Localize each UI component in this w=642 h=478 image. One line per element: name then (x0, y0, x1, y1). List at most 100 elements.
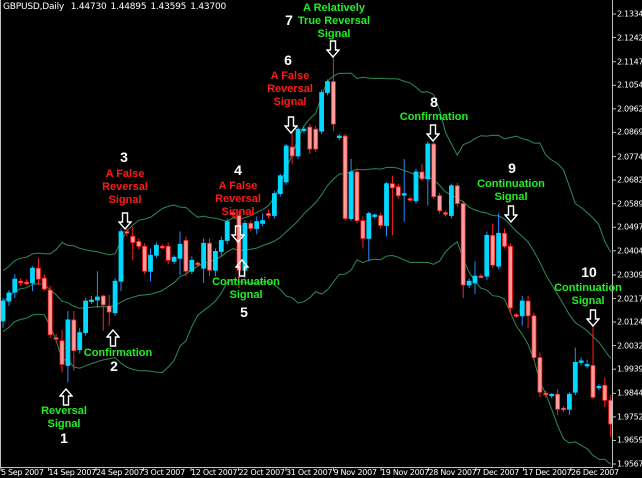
bear-candle (460, 200, 466, 299)
candle-body (413, 171, 419, 202)
time-tick-label: 31 Oct 2007 (286, 468, 333, 477)
candle-body (584, 364, 590, 367)
bull-candle (65, 310, 71, 383)
candle-body (130, 235, 136, 243)
bull-candle (277, 173, 283, 197)
candle-body (65, 319, 71, 366)
candle-body (260, 220, 266, 224)
bull-candle (89, 295, 94, 304)
annotation-line: Signal (571, 295, 605, 307)
candle-body (342, 135, 348, 219)
bear-candle (378, 212, 384, 229)
bear-candle (106, 294, 112, 326)
price-tick-label: 1.98445 (617, 388, 642, 398)
bear-candle (354, 168, 360, 224)
candle-body (590, 365, 596, 398)
bull-candle (6, 290, 12, 306)
time-tick-label: 17 Dec 2007 (523, 468, 572, 477)
annotation-line: A False (270, 70, 310, 82)
candle-body (378, 215, 384, 226)
candle-body (295, 128, 301, 157)
annotation-line: Confirmation (399, 111, 469, 123)
bull-candle (153, 242, 159, 259)
price-tick-label: 2.08695 (617, 127, 642, 137)
price-tick-label: 2.12420 (617, 33, 642, 43)
candle-body (136, 241, 142, 247)
candle-body (18, 280, 24, 284)
bear-candle (395, 183, 401, 199)
candles (0, 57, 614, 438)
annotation-line: Signal (47, 418, 81, 430)
candle-body (537, 357, 543, 393)
annotation-line: Continuation (554, 282, 622, 294)
bull-candle (496, 213, 502, 270)
lower-band (2, 240, 612, 465)
candle-body (53, 337, 59, 340)
bull-candle (413, 168, 419, 204)
bull-candle (201, 238, 207, 283)
bear-candle (47, 286, 53, 338)
candle-body (513, 314, 519, 317)
time-tick-label: 7 Dec 2007 (476, 468, 520, 477)
annotation-line: Signal (494, 191, 528, 203)
bull-candle (0, 298, 6, 328)
bull-candle (295, 127, 301, 159)
candle-body (277, 175, 283, 195)
candle-body (171, 256, 177, 262)
bear-candle (330, 57, 336, 132)
bull-candle (366, 211, 372, 262)
bull-candle (325, 79, 330, 96)
time-tick-label: 5 Sep 2007 (1, 468, 44, 477)
annotation-6-number: 6 (284, 52, 292, 68)
annotation-1-text: Reversal Signal (41, 405, 87, 431)
bull-candle (336, 134, 342, 141)
candle-body (490, 234, 496, 266)
candle-body (112, 280, 118, 314)
candle-body (572, 362, 578, 393)
annotation-10-number: 10 (581, 264, 597, 280)
candle-body (454, 185, 460, 204)
bear-candle (307, 124, 313, 154)
candle-body (431, 143, 437, 198)
bear-candle (443, 210, 448, 217)
annotation-5-text: Continuation Signal (212, 276, 280, 302)
candle-body (289, 146, 295, 157)
bear-candle (313, 126, 319, 153)
candle-body (531, 315, 537, 358)
price-tick-label: 2.03095 (617, 270, 642, 280)
price-tick-label: 2.06820 (617, 175, 642, 185)
candle-body (36, 267, 41, 280)
candle-body (425, 143, 431, 180)
axis-ticks (0, 13, 616, 471)
bear-candle (100, 294, 106, 331)
candle-body (307, 126, 313, 150)
bollinger-bands (2, 72, 612, 465)
bear-candle (531, 312, 537, 360)
bull-candle (148, 248, 153, 282)
candle-body (319, 92, 325, 132)
annotation-3-number: 3 (120, 149, 128, 165)
bear-candle (590, 325, 596, 400)
annotation-8-number: 8 (430, 94, 438, 110)
bear-candle (537, 352, 543, 398)
bear-candle (124, 228, 130, 237)
candle-body (165, 245, 171, 261)
bear-candle (53, 333, 59, 343)
up-arrow-icon (106, 329, 120, 347)
candle-body (478, 275, 484, 279)
candle-body (354, 171, 360, 222)
bear-candle (230, 209, 236, 218)
up-arrow-icon (59, 388, 73, 406)
down-arrow-icon (426, 124, 440, 142)
candle-body (95, 296, 100, 301)
high-value: 1.44895 (110, 2, 147, 12)
price-tick-label: 2.09620 (617, 104, 642, 114)
candle-body (395, 186, 401, 197)
candle-body (561, 407, 566, 411)
candle-body (224, 221, 230, 241)
price-tick-label: 1.95670 (617, 459, 642, 469)
candle-body (12, 278, 18, 293)
time-tick-label: 3 Oct 2007 (143, 468, 186, 477)
candle-body (372, 214, 378, 217)
candle-body (212, 251, 218, 271)
